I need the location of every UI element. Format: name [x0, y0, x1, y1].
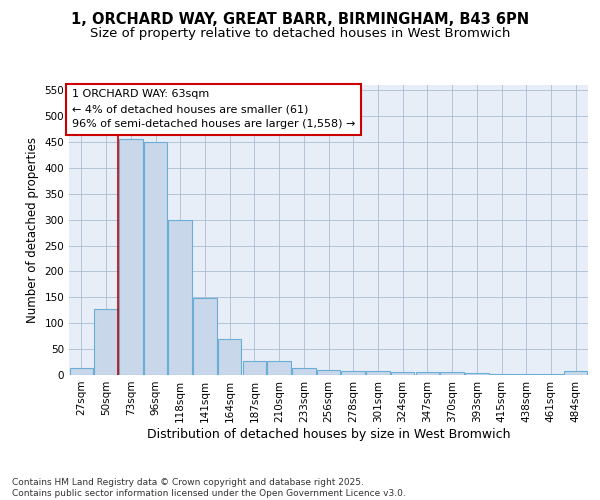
Bar: [564, 372, 587, 375]
Bar: [268, 361, 291, 375]
Bar: [70, 368, 93, 375]
Text: 1, ORCHARD WAY, GREAT BARR, BIRMINGHAM, B43 6PN: 1, ORCHARD WAY, GREAT BARR, BIRMINGHAM, …: [71, 12, 529, 28]
Bar: [465, 373, 488, 375]
Bar: [514, 374, 538, 375]
Text: 1 ORCHARD WAY: 63sqm
← 4% of detached houses are smaller (61)
96% of semi-detach: 1 ORCHARD WAY: 63sqm ← 4% of detached ho…: [71, 90, 355, 129]
Bar: [193, 298, 217, 375]
Bar: [94, 309, 118, 375]
Bar: [366, 372, 389, 375]
Bar: [490, 374, 513, 375]
Text: Contains HM Land Registry data © Crown copyright and database right 2025.
Contai: Contains HM Land Registry data © Crown c…: [12, 478, 406, 498]
Bar: [218, 339, 241, 375]
Bar: [317, 370, 340, 375]
Text: Size of property relative to detached houses in West Bromwich: Size of property relative to detached ho…: [90, 28, 510, 40]
X-axis label: Distribution of detached houses by size in West Bromwich: Distribution of detached houses by size …: [147, 428, 510, 440]
Bar: [341, 372, 365, 375]
Bar: [242, 361, 266, 375]
Bar: [539, 374, 563, 375]
Bar: [292, 368, 316, 375]
Bar: [144, 142, 167, 375]
Bar: [169, 220, 192, 375]
Bar: [391, 372, 415, 375]
Bar: [440, 372, 464, 375]
Bar: [119, 140, 143, 375]
Bar: [416, 372, 439, 375]
Y-axis label: Number of detached properties: Number of detached properties: [26, 137, 39, 323]
